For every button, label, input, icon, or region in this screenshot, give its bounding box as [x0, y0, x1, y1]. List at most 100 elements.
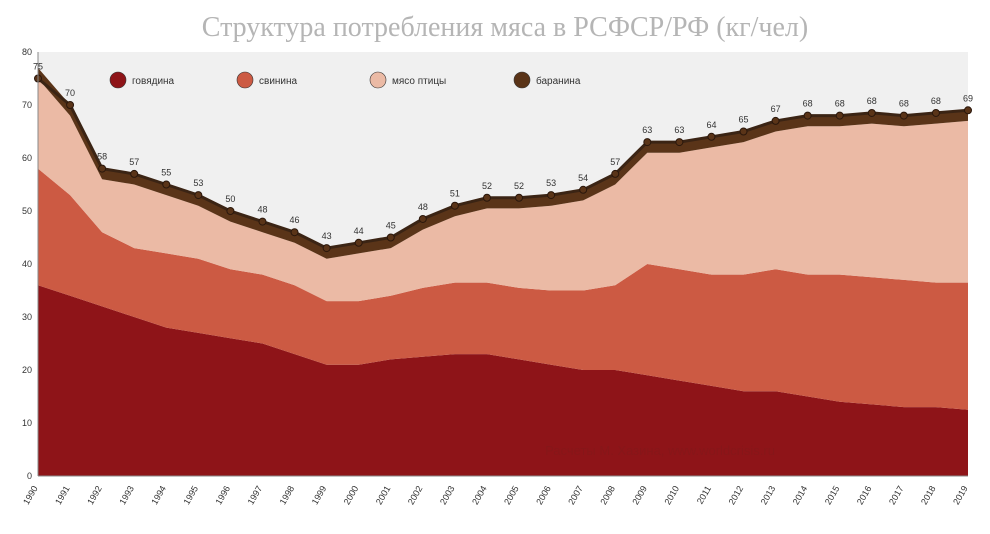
total-point — [482, 193, 491, 202]
x-tick-label: 2007 — [566, 484, 585, 506]
x-tick-label: 1991 — [53, 484, 72, 506]
y-tick-label: 10 — [22, 418, 32, 428]
total-point — [226, 207, 235, 215]
data-label: 68 — [835, 99, 845, 109]
data-label: 68 — [899, 99, 909, 109]
total-point — [162, 180, 171, 189]
y-tick-label: 80 — [22, 47, 32, 57]
legend-marker — [109, 71, 127, 89]
x-tick-label: 2008 — [598, 484, 617, 506]
chart-title: Структура потребления мяса в РСФСР/РФ (к… — [202, 12, 808, 43]
total-point — [98, 164, 107, 173]
total-point — [258, 217, 267, 226]
x-tick-label: 1996 — [213, 484, 232, 506]
data-label: 68 — [803, 99, 813, 109]
legend-label: говядина — [132, 76, 175, 87]
data-label: 63 — [642, 125, 652, 135]
y-tick-label: 70 — [22, 100, 32, 110]
total-point — [354, 238, 363, 247]
legend-label: свинина — [259, 76, 298, 87]
data-label: 44 — [354, 226, 364, 236]
data-label: 54 — [578, 173, 588, 183]
total-point — [130, 169, 139, 178]
data-label: 57 — [610, 157, 620, 167]
data-label: 68 — [931, 96, 941, 106]
data-label: 69 — [963, 93, 973, 103]
total-line-group — [34, 74, 972, 253]
x-tick-label: 1993 — [117, 484, 136, 506]
total-point — [322, 244, 331, 253]
x-tick-label: 2000 — [342, 484, 361, 506]
total-point — [739, 127, 748, 136]
total-point — [515, 193, 524, 202]
legend-label: мясо птицы — [392, 76, 446, 87]
y-tick-label: 50 — [22, 206, 32, 216]
total-point — [771, 116, 780, 125]
total-point — [194, 191, 203, 200]
total-point — [450, 201, 459, 210]
total-point — [579, 185, 588, 194]
y-tick-label: 0 — [27, 471, 32, 481]
y-tick-label: 30 — [22, 312, 32, 322]
data-label: 53 — [193, 178, 203, 188]
data-label: 48 — [418, 202, 428, 212]
y-tick-label: 40 — [22, 259, 32, 269]
area-series-2 — [38, 78, 968, 302]
x-tick-label: 2018 — [919, 484, 938, 506]
data-label: 65 — [739, 115, 749, 125]
area-series-1 — [38, 168, 968, 410]
total-point — [867, 108, 876, 117]
x-tick-label: 2010 — [662, 484, 681, 506]
legend-marker — [369, 71, 387, 89]
data-label: 68 — [867, 96, 877, 106]
total-point — [547, 191, 556, 200]
legend: говядина свинина мясо птицы баранина — [109, 71, 581, 89]
stacked-areas — [38, 67, 968, 476]
data-label: 53 — [546, 178, 556, 188]
data-label: 52 — [482, 181, 492, 191]
y-axis: 0 10 20 30 40 50 60 70 80 — [22, 47, 39, 481]
total-point — [899, 111, 908, 120]
x-tick-label: 2006 — [534, 484, 553, 506]
x-tick-label: 2011 — [695, 484, 713, 506]
data-label: 63 — [674, 125, 684, 135]
total-point — [290, 228, 299, 237]
data-label: 75 — [33, 62, 43, 72]
data-label: 43 — [322, 231, 332, 241]
x-axis: 1990 1991 1992 1993 1994 1995 1996 1997 1998 1999… — [21, 475, 970, 506]
x-tick-label: 2015 — [823, 484, 842, 506]
x-tick-label: 2002 — [406, 484, 425, 506]
x-tick-label: 2001 — [374, 484, 393, 506]
data-label: 48 — [257, 205, 267, 215]
x-tick-label: 1999 — [310, 484, 329, 506]
total-point — [803, 111, 812, 120]
total-point — [643, 138, 652, 147]
area-series-0 — [38, 285, 968, 476]
x-tick-label: 1994 — [149, 484, 168, 506]
x-tick-label: 1995 — [181, 484, 200, 506]
x-tick-label: 1990 — [21, 484, 40, 506]
x-tick-label: 2004 — [470, 484, 489, 506]
x-tick-label: 2016 — [855, 484, 874, 506]
legend-marker — [236, 71, 254, 89]
total-point — [964, 106, 972, 115]
x-tick-label: 2003 — [438, 484, 457, 506]
data-label: 51 — [450, 189, 460, 199]
legend-marker — [513, 71, 531, 89]
x-tick-label: 2014 — [791, 484, 810, 506]
data-label: 58 — [97, 152, 107, 162]
data-label: 52 — [514, 181, 524, 191]
total-point — [675, 138, 684, 147]
data-labels: 75 70 58 57 55 53 50 48 46 43 44 45 48 51 52 52 53 54 57 63… — [33, 62, 973, 242]
total-point — [931, 108, 940, 117]
x-tick-label: 2013 — [759, 484, 778, 506]
total-line — [37, 77, 969, 250]
data-label: 67 — [771, 104, 781, 114]
x-tick-label: 2019 — [951, 484, 970, 506]
data-label: 46 — [290, 215, 300, 225]
legend-label: баранина — [536, 75, 581, 87]
x-tick-label: 1997 — [246, 484, 265, 506]
total-point — [386, 233, 395, 242]
x-tick-label: 2012 — [727, 484, 746, 506]
